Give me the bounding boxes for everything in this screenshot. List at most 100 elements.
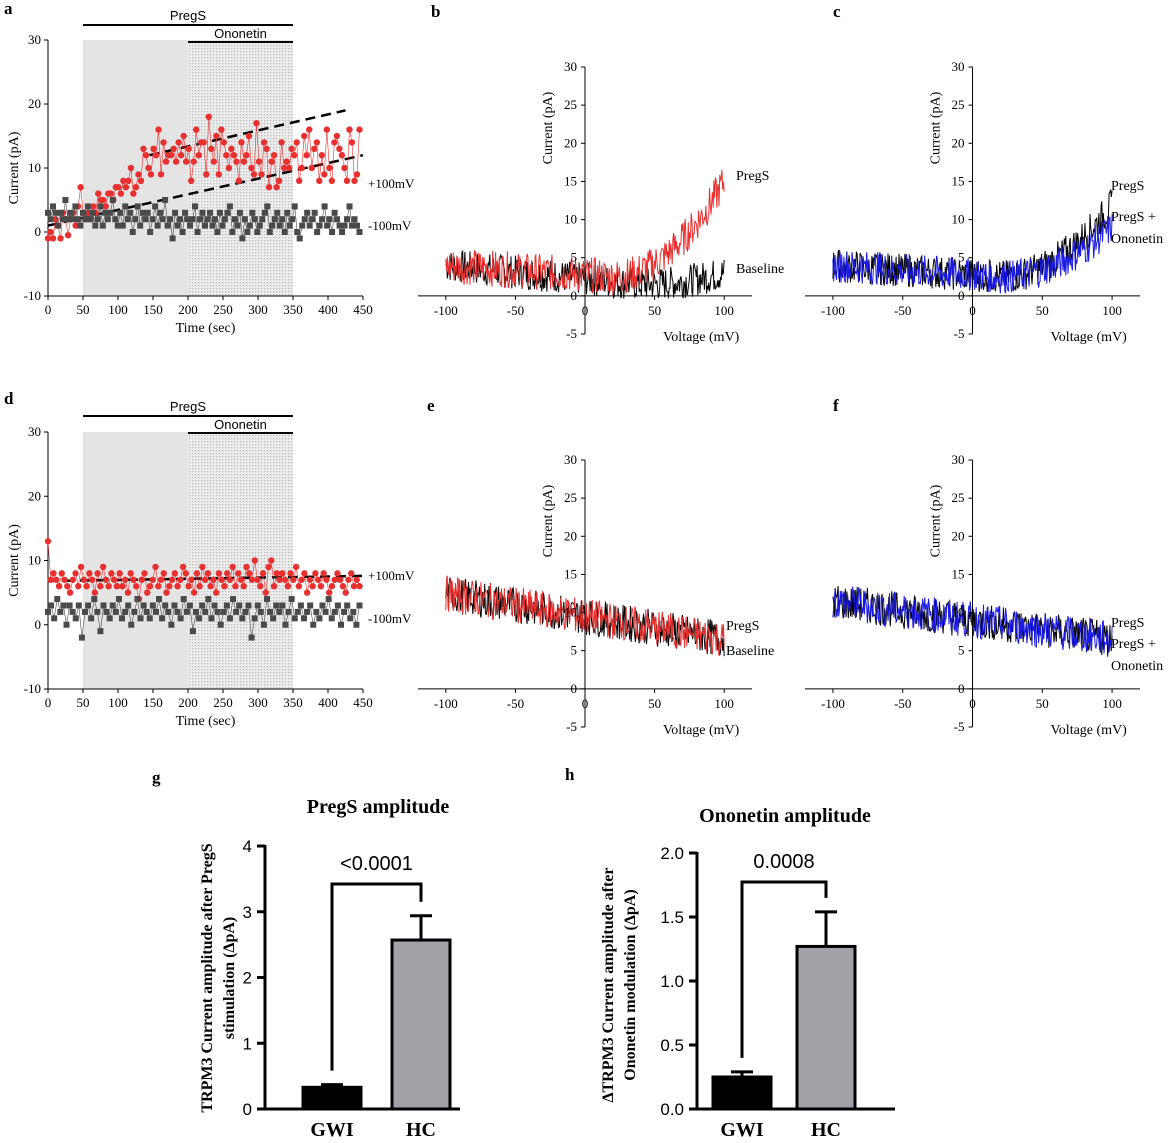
y-tick-label: 20 bbox=[564, 135, 577, 150]
y-tick-label: -5 bbox=[566, 326, 577, 341]
data-point bbox=[223, 570, 231, 577]
data-point bbox=[229, 229, 236, 235]
data-point bbox=[110, 576, 118, 583]
x-tick-label: 50 bbox=[77, 302, 90, 317]
data-point bbox=[134, 203, 141, 210]
x-tick-label: HC bbox=[811, 1119, 841, 1141]
data-point bbox=[356, 583, 363, 590]
data-point bbox=[74, 216, 81, 223]
data-point bbox=[147, 171, 155, 178]
y-axis-label: stimulation (ΔpA) bbox=[221, 917, 238, 1039]
data-point bbox=[189, 628, 196, 635]
data-point bbox=[218, 576, 225, 583]
data-point bbox=[89, 209, 96, 216]
data-point bbox=[236, 602, 243, 609]
data-point bbox=[72, 222, 79, 229]
data-point bbox=[348, 139, 356, 146]
data-point bbox=[72, 570, 79, 577]
data-point bbox=[137, 222, 144, 229]
data-point bbox=[223, 152, 230, 159]
data-point bbox=[117, 209, 124, 216]
data-point bbox=[239, 615, 246, 622]
y-tick-label: 5 bbox=[958, 643, 965, 658]
y-tick-label: 10 bbox=[564, 605, 577, 620]
data-point bbox=[147, 229, 154, 235]
data-point bbox=[146, 615, 153, 622]
data-point bbox=[237, 576, 245, 583]
y-tick-label: 15 bbox=[564, 173, 577, 188]
data-point bbox=[294, 229, 301, 235]
data-point bbox=[265, 563, 272, 571]
data-point bbox=[337, 576, 344, 583]
x-axis-label: Time (sec) bbox=[176, 321, 236, 336]
x-tick-label: 250 bbox=[213, 695, 233, 710]
data-point bbox=[232, 583, 239, 590]
data-point bbox=[278, 139, 285, 146]
x-tick-label: GWI bbox=[720, 1119, 764, 1141]
series-label: PregS + bbox=[1111, 210, 1156, 225]
data-point bbox=[312, 570, 319, 577]
data-point bbox=[135, 171, 142, 178]
data-point bbox=[188, 576, 195, 583]
data-point bbox=[333, 132, 341, 140]
data-point bbox=[314, 229, 321, 235]
data-point bbox=[295, 583, 303, 590]
y-axis-label: Current (pA) bbox=[929, 91, 944, 164]
data-point bbox=[308, 164, 315, 172]
y-tick-label: 0 bbox=[571, 681, 578, 696]
data-point bbox=[250, 171, 258, 178]
series-label: Baseline bbox=[736, 262, 784, 277]
data-point bbox=[284, 583, 292, 590]
data-point bbox=[219, 222, 226, 229]
data-point bbox=[64, 232, 72, 239]
panel-label: h bbox=[565, 765, 575, 784]
data-point bbox=[311, 209, 318, 216]
data-point bbox=[190, 589, 198, 596]
bar bbox=[390, 938, 452, 1111]
data-point bbox=[254, 602, 261, 609]
y-tick-label: -10 bbox=[24, 288, 41, 303]
data-point bbox=[172, 158, 180, 165]
data-point bbox=[240, 583, 247, 590]
data-point bbox=[99, 563, 107, 571]
data-point bbox=[97, 628, 104, 635]
ononetin-bar-label: Ononetin bbox=[214, 26, 267, 41]
data-point bbox=[69, 576, 77, 583]
data-point bbox=[317, 583, 325, 590]
chart-title: PregS amplitude bbox=[307, 796, 450, 818]
data-point bbox=[215, 570, 223, 577]
data-point bbox=[243, 563, 250, 571]
data-point bbox=[168, 621, 175, 628]
x-tick-label: 200 bbox=[178, 695, 198, 710]
data-point bbox=[105, 583, 112, 590]
series-label: +100mV bbox=[368, 568, 415, 583]
data-point bbox=[344, 216, 351, 223]
data-point bbox=[154, 222, 161, 229]
data-point bbox=[196, 615, 203, 622]
y-tick-label: 20 bbox=[564, 528, 577, 543]
data-point bbox=[336, 145, 343, 152]
data-point bbox=[137, 177, 145, 184]
data-point bbox=[284, 209, 291, 216]
y-tick-label: 30 bbox=[564, 452, 577, 467]
y-tick-label: -5 bbox=[954, 719, 965, 734]
data-point bbox=[69, 216, 76, 223]
data-point bbox=[174, 222, 181, 229]
x-tick-label: 0 bbox=[582, 696, 589, 711]
y-tick-label: 0 bbox=[958, 681, 965, 696]
data-point bbox=[152, 203, 159, 210]
data-point bbox=[259, 216, 266, 223]
series-label: PregS bbox=[736, 169, 769, 184]
ononetin-bar-label: Ononetin bbox=[214, 417, 267, 432]
data-point bbox=[306, 126, 313, 133]
data-point bbox=[169, 235, 176, 242]
x-tick-label: 150 bbox=[143, 302, 163, 317]
data-point bbox=[213, 132, 220, 140]
y-tick-label: 5 bbox=[571, 250, 578, 265]
data-point bbox=[72, 203, 79, 210]
data-point bbox=[122, 203, 129, 210]
data-point bbox=[141, 570, 148, 577]
data-point bbox=[59, 216, 66, 223]
data-point bbox=[281, 576, 289, 583]
data-point bbox=[177, 216, 184, 223]
